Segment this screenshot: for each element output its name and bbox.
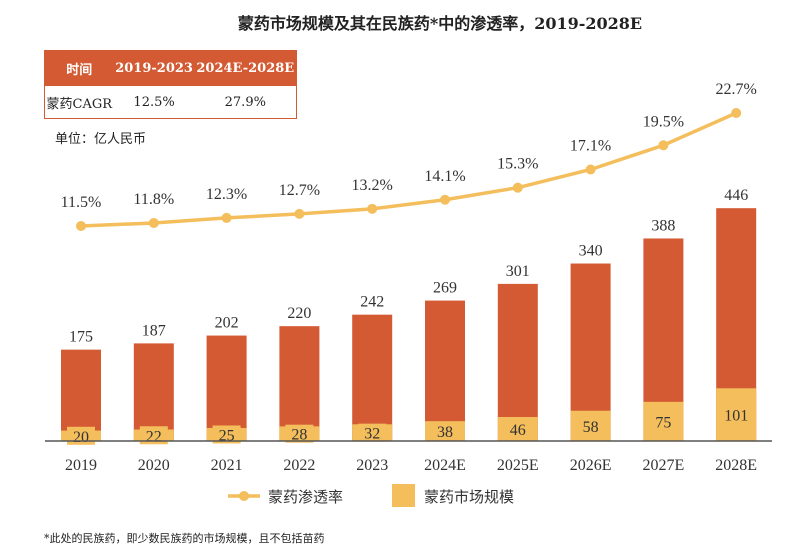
mongolian-label-bg — [431, 422, 459, 441]
mongolian-value-label: 22 — [146, 428, 162, 445]
total-value-label: 301 — [506, 263, 530, 280]
mongolian-label-bg — [358, 423, 387, 442]
mongolian-value-label: 20 — [73, 429, 89, 446]
mongolian-label-bg — [285, 424, 314, 443]
penetration-point — [221, 212, 232, 223]
x-tick-label: 2025E — [497, 457, 539, 474]
penetration-line — [80, 111, 737, 228]
penetration-label: 13.2% — [352, 177, 393, 194]
mongolian-value-label: 28 — [291, 427, 307, 444]
penetration-label: 11.5% — [61, 194, 102, 211]
mongolian-value-label: 25 — [219, 427, 235, 444]
table-header: 2024E-2028E — [194, 50, 297, 86]
penetration-label: 11.8% — [133, 191, 174, 208]
table-cell: 12.5% — [133, 94, 175, 110]
total-value-label: 175 — [69, 329, 93, 346]
total-bar — [61, 349, 101, 441]
total-value-label: 269 — [433, 280, 457, 297]
unit-label: 单位：亿人民币 — [55, 132, 147, 147]
total-bar — [206, 335, 247, 441]
penetration-point — [585, 164, 596, 175]
penetration-point — [367, 203, 378, 214]
mongolian-value-label: 46 — [510, 422, 526, 439]
penetration-label: 22.7% — [716, 81, 757, 98]
mongolian-label-bg — [649, 412, 678, 431]
total-value-label: 220 — [287, 305, 311, 322]
penetration-point — [76, 221, 86, 231]
total-bar — [133, 343, 174, 441]
table-cell: 27.9% — [224, 94, 266, 110]
penetration-label: 12.3% — [206, 186, 247, 203]
x-tick-label: 2024E — [424, 457, 466, 474]
penetration-label: 17.1% — [570, 137, 611, 154]
total-value-label: 446 — [724, 187, 748, 204]
legend-line-marker — [239, 491, 249, 501]
total-value-label: 202 — [215, 315, 239, 332]
total-bar — [497, 283, 538, 441]
penetration-point — [658, 140, 669, 151]
chart-title: 蒙药市场规模及其在民族药*中的渗透率，2019-2028E — [237, 14, 643, 33]
penetration-point — [148, 217, 159, 228]
total-value-label: 187 — [142, 322, 166, 339]
total-bar — [352, 314, 393, 441]
mongolian-label-bg — [503, 419, 532, 438]
mongolian-label-bg — [139, 426, 168, 445]
penetration-point — [731, 107, 742, 118]
mongolian-label-bg — [722, 405, 751, 424]
x-tick-label: 2022 — [283, 457, 315, 474]
legend-bar-icon — [392, 484, 415, 507]
legend-label: 蒙药市场规模 — [424, 488, 514, 506]
penetration-label: 15.3% — [497, 156, 538, 173]
mongolian-value-label: 101 — [724, 408, 748, 425]
total-value-label: 340 — [579, 243, 603, 260]
cagr-table: 时间 2019-2023 2024E-2028E 蒙药CAGR 12.5% 27… — [44, 50, 297, 119]
x-tick-label: 2021 — [211, 457, 243, 474]
table-header: 2019-2023 — [113, 50, 195, 86]
total-value-label: 242 — [360, 294, 384, 311]
table-header: 时间 — [44, 50, 114, 86]
mongolian-label-bg — [576, 416, 605, 435]
penetration-point — [440, 194, 450, 205]
penetration-point — [294, 208, 305, 219]
footnote: *此处的民族药，即少数民族药的市场规模，且不包括苗药 — [44, 532, 325, 545]
penetration-label: 19.5% — [643, 113, 684, 130]
total-bar — [425, 300, 465, 441]
penetration-point — [512, 182, 523, 193]
x-tick-label: 2028E — [715, 457, 757, 474]
x-tick-label: 2019 — [65, 457, 97, 474]
mongolian-value-label: 32 — [364, 426, 380, 443]
x-tick-label: 2027E — [643, 457, 685, 474]
mongolian-label-bg — [212, 425, 241, 444]
mongolian-value-label: 38 — [437, 424, 453, 441]
x-tick-label: 2023 — [356, 457, 388, 474]
x-tick-label: 2020 — [138, 457, 170, 474]
total-bar — [279, 326, 320, 441]
penetration-label: 14.1% — [424, 168, 465, 185]
mongolian-value-label: 75 — [655, 414, 671, 431]
mongolian-value-label: 58 — [583, 419, 599, 436]
legend-label: 蒙药渗透率 — [268, 488, 343, 506]
total-value-label: 388 — [651, 217, 675, 234]
x-tick-label: 2026E — [570, 457, 612, 474]
table-cell: 蒙药CAGR — [46, 96, 113, 112]
penetration-label: 12.7% — [279, 182, 320, 199]
